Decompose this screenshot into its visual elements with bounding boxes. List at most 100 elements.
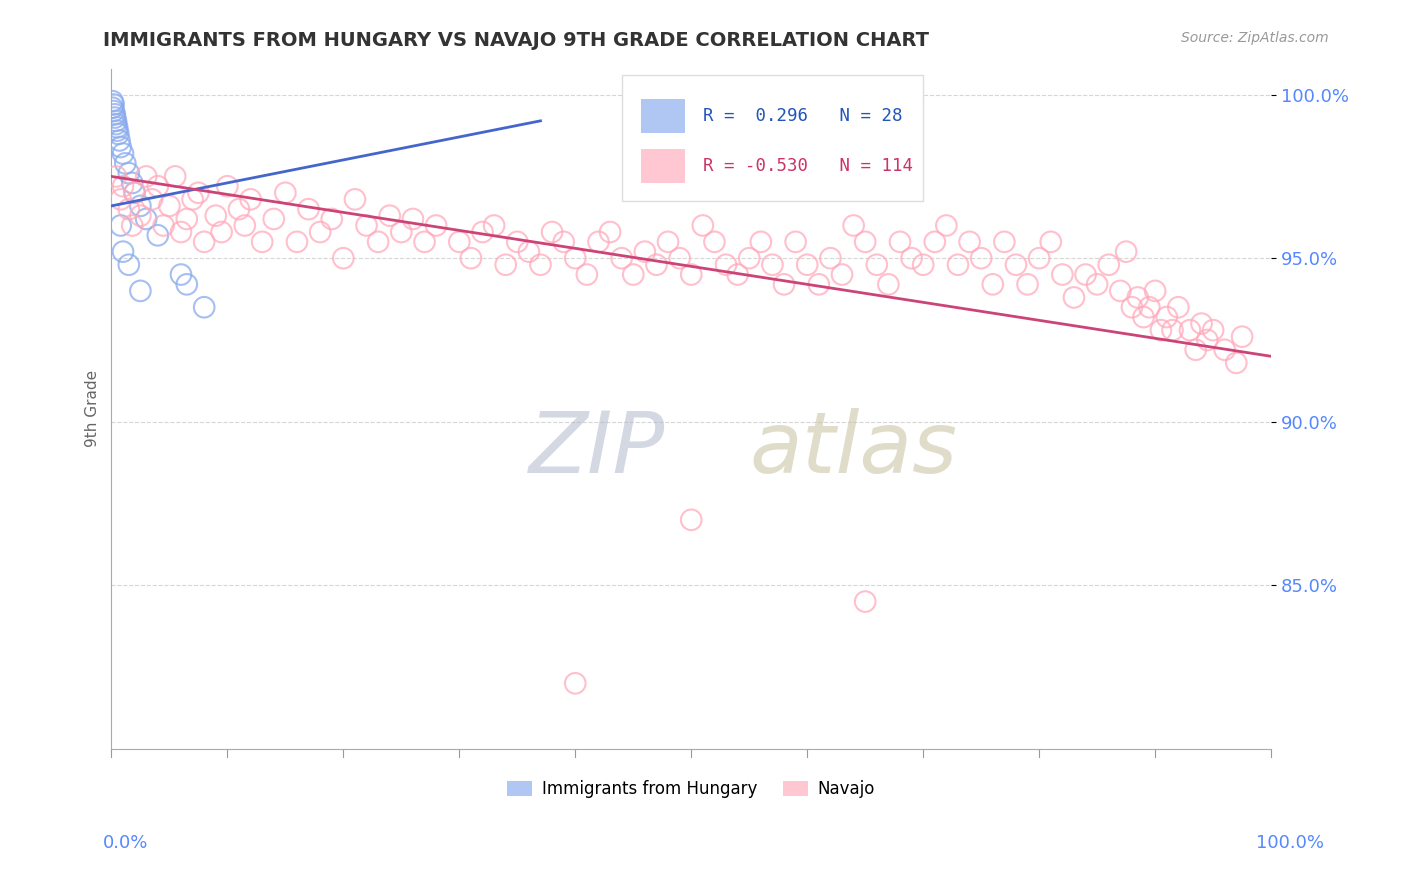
Point [105, 117, 128, 131]
Point [1191, 317, 1213, 331]
Point [165, 169, 187, 184]
Point [285, 235, 308, 249]
Point [146, 179, 169, 194]
Point [135, 211, 157, 226]
Point [107, 127, 129, 141]
Point [105, 113, 128, 128]
Point [564, 251, 586, 265]
Point [1202, 323, 1225, 337]
Point [425, 219, 447, 233]
Point [842, 219, 865, 233]
Point [389, 225, 412, 239]
Point [110, 219, 132, 233]
Point [250, 235, 273, 249]
Point [103, 97, 125, 112]
Point [228, 202, 250, 216]
Point [110, 192, 132, 206]
Point [621, 268, 644, 282]
Point [111, 244, 134, 259]
Point [1137, 300, 1160, 314]
Point [402, 211, 425, 226]
Point [993, 235, 1015, 249]
Point [129, 209, 152, 223]
Point [152, 219, 174, 233]
Point [495, 258, 517, 272]
Point [1167, 300, 1189, 314]
Point [482, 219, 505, 233]
Point [1161, 323, 1184, 337]
Legend: Immigrants from Hungary, Navajo: Immigrants from Hungary, Navajo [501, 773, 882, 805]
Point [1121, 300, 1143, 314]
Point [1074, 268, 1097, 282]
Point [553, 235, 575, 249]
Point [146, 228, 169, 243]
Point [506, 235, 529, 249]
Point [103, 103, 125, 118]
Point [129, 284, 152, 298]
FancyBboxPatch shape [621, 75, 924, 202]
Point [807, 277, 830, 292]
Point [309, 225, 332, 239]
Text: Source: ZipAtlas.com: Source: ZipAtlas.com [1181, 31, 1329, 45]
Point [970, 251, 993, 265]
Point [681, 513, 703, 527]
Point [204, 209, 226, 223]
Point [181, 192, 204, 206]
Bar [641, 149, 686, 183]
Point [274, 186, 297, 200]
Point [668, 251, 690, 265]
Point [1230, 329, 1253, 343]
Point [1109, 284, 1132, 298]
Point [170, 268, 193, 282]
Point [141, 192, 163, 206]
Point [785, 235, 807, 249]
Point [367, 235, 389, 249]
Point [959, 235, 981, 249]
Point [101, 101, 124, 115]
Text: ZIP: ZIP [529, 408, 665, 491]
Point [1126, 290, 1149, 304]
Point [332, 251, 354, 265]
Point [217, 179, 239, 194]
Point [124, 186, 146, 200]
Point [124, 186, 146, 200]
Point [575, 268, 598, 282]
Text: R = -0.530   N = 114: R = -0.530 N = 114 [703, 157, 912, 175]
Bar [641, 99, 686, 133]
Point [634, 244, 657, 259]
Point [170, 225, 193, 239]
Point [529, 258, 551, 272]
Point [1052, 268, 1074, 282]
Point [105, 120, 128, 135]
Point [1213, 343, 1236, 357]
Point [356, 219, 378, 233]
Point [118, 166, 141, 180]
Point [681, 268, 703, 282]
Point [761, 258, 783, 272]
Point [517, 244, 540, 259]
Point [703, 235, 725, 249]
Point [110, 140, 132, 154]
Point [121, 219, 143, 233]
Point [645, 258, 668, 272]
Point [1115, 244, 1137, 259]
Point [727, 268, 749, 282]
Point [108, 133, 131, 147]
Point [599, 225, 621, 239]
Point [588, 235, 610, 249]
Point [118, 202, 141, 216]
Point [321, 211, 343, 226]
Point [714, 258, 737, 272]
Point [820, 251, 842, 265]
Y-axis label: 9th Grade: 9th Grade [86, 370, 100, 447]
Point [692, 219, 714, 233]
Point [1225, 356, 1247, 370]
Text: 100.0%: 100.0% [1257, 834, 1324, 852]
Point [564, 676, 586, 690]
Point [749, 235, 772, 249]
Point [912, 258, 935, 272]
Point [866, 258, 889, 272]
Point [449, 235, 471, 249]
Point [157, 199, 180, 213]
Point [831, 268, 853, 282]
